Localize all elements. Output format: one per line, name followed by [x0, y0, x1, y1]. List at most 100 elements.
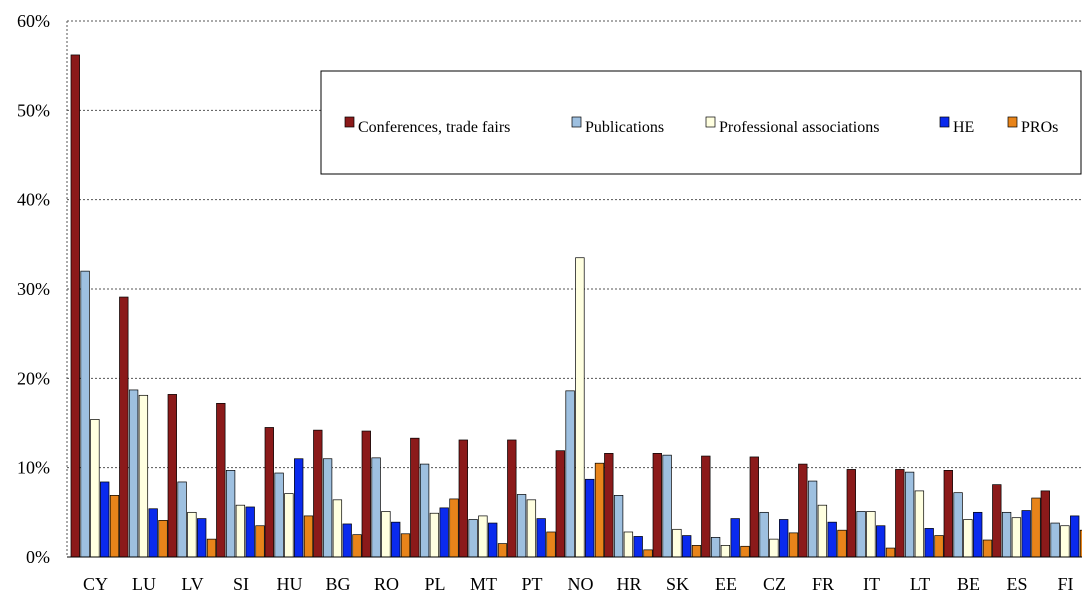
bar-BG-4 — [342, 523, 352, 558]
legend-label: PROs — [1021, 119, 1058, 136]
bar-SK-3 — [672, 528, 682, 558]
bar-NO-4 — [585, 478, 595, 558]
y-tick-label: 40% — [17, 190, 50, 210]
bar-ES-2 — [1001, 511, 1012, 558]
bar-HR-1 — [604, 453, 614, 558]
bar-HU-4 — [294, 458, 304, 558]
bar-LV-1 — [167, 394, 177, 558]
y-tick-label: 30% — [17, 279, 50, 299]
bar-ES-3 — [1011, 517, 1022, 558]
bar-EE-4 — [730, 518, 740, 558]
bar-PT-4 — [536, 518, 546, 558]
bar-CY-3 — [90, 419, 100, 558]
bar-FI-1 — [1040, 490, 1050, 558]
bar-LV-2 — [177, 481, 187, 558]
bar-IT-5 — [885, 547, 896, 558]
bar-SI-5 — [255, 525, 265, 558]
bar-CZ-2 — [759, 511, 769, 558]
legend: Conferences, trade fairs Publications Prof… — [320, 70, 1082, 175]
bar-HU-1 — [264, 427, 274, 558]
bar-BG-2 — [322, 458, 333, 558]
x-tick-label: LV — [181, 574, 203, 594]
bar-FR-3 — [817, 504, 828, 558]
legend-label: HE — [953, 119, 974, 136]
x-tick-label: BE — [957, 574, 980, 594]
bar-CZ-5 — [788, 532, 799, 558]
x-tick-label: PL — [424, 574, 445, 594]
bar-CY-4 — [100, 481, 110, 558]
bar-BE-2 — [953, 492, 963, 558]
bar-MT-4 — [488, 522, 498, 558]
bar-CZ-4 — [779, 519, 789, 558]
bar-HR-4 — [633, 536, 643, 558]
bar-IT-1 — [846, 469, 856, 558]
bar-HU-5 — [303, 515, 314, 558]
bar-ES-4 — [1021, 510, 1031, 558]
bar-SK-5 — [691, 545, 702, 558]
bar-RO-1 — [361, 430, 371, 558]
bar-LT-3 — [914, 490, 925, 558]
bar-LU-3 — [138, 394, 149, 558]
x-tick-label: BG — [325, 574, 350, 594]
bar-LT-2 — [904, 471, 915, 558]
legend-swatch — [705, 116, 716, 128]
bar-LU-4 — [148, 508, 158, 558]
bar-PT-5 — [546, 531, 556, 558]
legend-label: Conferences, trade fairs — [358, 119, 510, 136]
bar-FR-2 — [807, 480, 818, 558]
x-tick-label: PT — [521, 574, 542, 594]
bar-HR-5 — [643, 549, 653, 558]
bar-SI-3 — [235, 504, 246, 558]
bar-SI-2 — [225, 469, 236, 558]
bar-SK-4 — [682, 535, 692, 558]
y-tick-labels: 0% 10% 20% 30% 40% 50% 60% — [17, 11, 50, 567]
bar-BG-3 — [332, 499, 343, 558]
x-tick-label: ES — [1006, 574, 1027, 594]
bar-CZ-3 — [769, 538, 779, 558]
x-tick-label: CZ — [763, 574, 786, 594]
y-tick-label: 0% — [26, 547, 50, 567]
x-tick-label: LU — [132, 574, 156, 594]
bar-PL-3 — [429, 512, 440, 558]
bar-PL-5 — [449, 498, 459, 558]
bar-IT-3 — [866, 511, 876, 558]
bar-SI-1 — [216, 402, 226, 558]
legend-box — [320, 70, 1082, 175]
bar-MT-1 — [458, 439, 468, 558]
bar-RO-2 — [371, 457, 381, 558]
y-tick-label: 60% — [17, 11, 50, 31]
legend-swatch — [571, 116, 582, 128]
bar-LT-1 — [895, 469, 905, 558]
bar-PT-2 — [516, 494, 527, 558]
bar-BG-1 — [313, 429, 323, 558]
bar-EE-1 — [701, 455, 711, 558]
bar-LT-4 — [924, 528, 934, 558]
bar-LV-4 — [197, 518, 207, 558]
x-tick-label: RO — [374, 574, 399, 594]
bar-FI-3 — [1060, 525, 1070, 558]
bar-MT-5 — [497, 543, 508, 558]
legend-label: Professional associations — [719, 119, 879, 136]
legend-swatch — [1007, 116, 1018, 128]
bar-FR-5 — [837, 529, 847, 558]
bar-PL-2 — [419, 463, 430, 558]
bar-NO-1 — [555, 450, 565, 558]
bar-EE-5 — [740, 545, 750, 558]
bar-PL-4 — [439, 507, 449, 558]
bar-RO-3 — [381, 511, 391, 558]
bar-BG-5 — [352, 534, 362, 558]
bar-CY-1 — [70, 54, 80, 558]
bar-SK-1 — [652, 453, 662, 558]
bar-NO-5 — [594, 462, 605, 558]
bar-BE-5 — [982, 539, 993, 558]
bar-HU-3 — [284, 493, 294, 558]
bar-RO-4 — [391, 521, 401, 558]
bar-FI-5 — [1079, 529, 1082, 558]
legend-label: Publications — [585, 119, 664, 136]
bar-RO-5 — [400, 533, 411, 558]
bar-FI-4 — [1070, 515, 1080, 558]
y-tick-label: 10% — [17, 458, 50, 478]
bar-LU-5 — [158, 520, 168, 558]
x-tick-label: EE — [715, 574, 737, 594]
